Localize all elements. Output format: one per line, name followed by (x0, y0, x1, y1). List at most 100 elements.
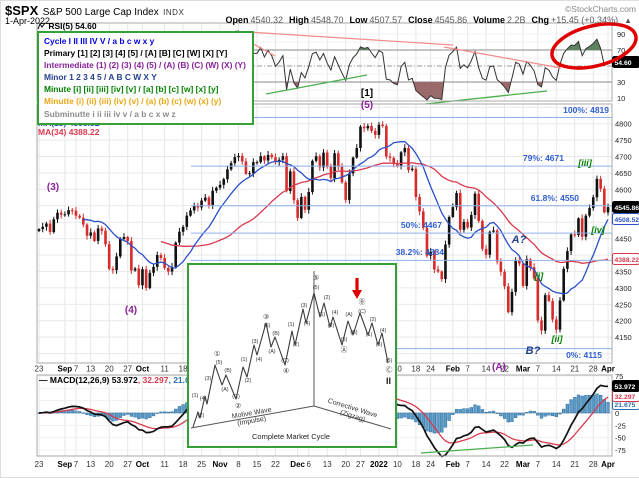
indicator-zigzag-icon (37, 22, 46, 30)
svg-text:13: 13 (86, 460, 95, 469)
svg-text:[iv]: [iv] (590, 225, 606, 235)
svg-text:(2): (2) (198, 413, 205, 419)
svg-text:27: 27 (123, 460, 132, 469)
svg-text:7: 7 (74, 460, 79, 469)
legend-line-primary: Primary [1] [2] [3] [4] [5] / [A] [B] [C… (44, 47, 246, 59)
svg-text:[1]: [1] (361, 88, 373, 99)
svg-text:50%: 4467: 50%: 4467 (401, 220, 442, 230)
svg-text:(3): (3) (301, 303, 308, 309)
svg-text:(5): (5) (361, 100, 373, 111)
legend-line-minutte: Minutte (i) (ii) (iii) (iv) (v) / (a) (b… (44, 95, 246, 107)
complete-market-cycle-diagram: (1)(2)(3)(4)①(5)(A)(B)(C)②(1)(2)(3)(4)③(… (189, 265, 393, 444)
macd-indicator-label: — MACD(12,26,9) 53.972, 32.297, 21.675 (39, 375, 199, 385)
svg-text:22: 22 (500, 460, 509, 469)
rsi-indicator-label: RSI(5) 54.60 (37, 21, 97, 31)
svg-text:90: 90 (617, 30, 625, 39)
svg-text:4545.86: 4545.86 (615, 205, 639, 212)
svg-text:Apr: Apr (601, 460, 615, 469)
svg-text:7: 7 (465, 460, 470, 469)
svg-text:(3): (3) (376, 342, 383, 348)
svg-text:13: 13 (86, 365, 95, 374)
volume-label: Volume (473, 15, 505, 25)
svg-text:21: 21 (570, 365, 579, 374)
svg-text:[iii]: [iii] (577, 158, 592, 168)
svg-text:10: 10 (393, 460, 402, 469)
svg-text:13: 13 (323, 460, 332, 469)
svg-text:22: 22 (271, 460, 280, 469)
svg-text:Ⓐ: Ⓐ (341, 346, 348, 354)
svg-text:II: II (386, 376, 391, 386)
svg-text:28: 28 (589, 460, 598, 469)
svg-text:(B): (B) (224, 368, 231, 374)
svg-text:4200: 4200 (615, 317, 632, 326)
svg-text:Mar: Mar (516, 365, 530, 374)
svg-text:38.2%: 4384: 38.2%: 4384 (396, 247, 444, 257)
svg-text:7: 7 (465, 365, 470, 374)
svg-text:25: 25 (197, 460, 206, 469)
open-label: Open (225, 15, 248, 25)
svg-text:20: 20 (341, 460, 350, 469)
svg-text:B?: B? (526, 345, 541, 357)
svg-text:(2): (2) (324, 295, 331, 301)
svg-text:(1): (1) (319, 312, 326, 318)
svg-text:20: 20 (105, 365, 114, 374)
svg-text:23: 23 (35, 365, 44, 374)
svg-text:Dec: Dec (290, 460, 305, 469)
svg-text:(B): (B) (350, 330, 357, 336)
svg-text:Feb: Feb (446, 365, 460, 374)
svg-text:4150: 4150 (615, 333, 632, 342)
legend-line-intermediate: Intermediate (1) (2) (3) (4) (5) / (A) (… (44, 59, 246, 71)
svg-text:18: 18 (411, 460, 420, 469)
svg-text:21.675: 21.675 (615, 402, 636, 409)
legend-line-subminutte: Subminutte i ii iii iv v / a b c x w z (44, 108, 246, 120)
svg-text:32.297: 32.297 (615, 394, 636, 401)
svg-text:24: 24 (426, 365, 435, 374)
legend-line-minor: Minor 1 2 3 4 5 / A B C W X Y (44, 71, 246, 83)
svg-text:-25: -25 (615, 421, 626, 430)
svg-text:0: 0 (615, 409, 619, 418)
svg-text:10: 10 (617, 94, 625, 103)
svg-text:18: 18 (179, 460, 188, 469)
svg-text:11: 11 (160, 365, 169, 374)
svg-text:(1): (1) (366, 332, 373, 338)
svg-text:28: 28 (589, 365, 598, 374)
svg-text:[ii]: [ii] (551, 334, 564, 344)
svg-text:7: 7 (536, 365, 541, 374)
svg-text:4250: 4250 (615, 300, 632, 309)
svg-text:0%: 4115: 0%: 4115 (566, 350, 602, 360)
low-label: Low (350, 15, 368, 25)
svg-text:A?: A? (511, 234, 527, 246)
svg-text:(2): (2) (370, 317, 377, 323)
svg-text:8: 8 (236, 460, 241, 469)
svg-text:(C): (C) (232, 394, 240, 400)
svg-text:Complete Market Cycle: Complete Market Cycle (252, 432, 330, 441)
svg-text:21: 21 (570, 460, 579, 469)
svg-text:Apr: Apr (601, 365, 615, 374)
close-label: Close (408, 15, 433, 25)
svg-text:③: ③ (263, 313, 269, 321)
svg-text:(A): (A) (221, 387, 228, 393)
svg-text:(3): (3) (328, 323, 335, 329)
svg-text:Nov: Nov (212, 460, 228, 469)
svg-text:2022: 2022 (370, 460, 388, 469)
svg-text:(C): (C) (358, 309, 366, 315)
close-value: 4545.86 (435, 15, 468, 25)
low-value: 4507.57 (370, 15, 403, 25)
svg-text:4700: 4700 (615, 153, 632, 162)
ma34-label: MA(34) 4388.22 (38, 127, 99, 137)
svg-text:Sep: Sep (58, 365, 73, 374)
high-label: High (289, 15, 309, 25)
svg-text:4650: 4650 (615, 169, 632, 178)
svg-text:Mar: Mar (516, 460, 530, 469)
svg-text:7: 7 (74, 365, 79, 374)
svg-text:4388.22: 4388.22 (615, 257, 639, 264)
svg-text:(3): (3) (205, 376, 212, 382)
svg-text:30: 30 (617, 78, 625, 87)
svg-text:20: 20 (105, 460, 114, 469)
svg-text:(A): (A) (268, 349, 275, 355)
svg-text:(5): (5) (216, 360, 223, 366)
svg-text:4450: 4450 (615, 235, 632, 244)
svg-text:75: 75 (615, 372, 623, 381)
